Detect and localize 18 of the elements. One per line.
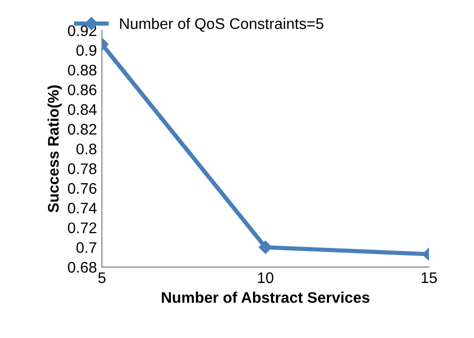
y-tick-label: 0.74 [68, 202, 97, 214]
y-tick-label: 0.8 [76, 144, 96, 154]
y-axis-title: Success Ratio(%) [48, 85, 62, 212]
x-axis-title: Number of Abstract Services [162, 292, 370, 303]
x-tick-label: 10 [258, 272, 274, 284]
y-tick-label: 0.76 [68, 183, 96, 194]
y-tick-label: 0.68 [68, 262, 96, 273]
y-tick-label: 0.72 [68, 222, 96, 234]
x-tick-label: 5 [98, 272, 106, 284]
y-tick-label: 0.86 [68, 84, 96, 96]
y-tick-label: 0.78 [68, 163, 96, 174]
y-tick-label: 0.9 [76, 45, 96, 56]
y-tick-label: 0.88 [68, 64, 96, 76]
y-tick-label: 0.84 [68, 104, 97, 115]
y-tick-label: 0.7 [76, 242, 96, 253]
y-tick-label: 0.82 [68, 124, 96, 135]
legend-label: Number of QoS Constraints=5 [120, 18, 324, 32]
x-tick-label: 15 [422, 272, 437, 284]
